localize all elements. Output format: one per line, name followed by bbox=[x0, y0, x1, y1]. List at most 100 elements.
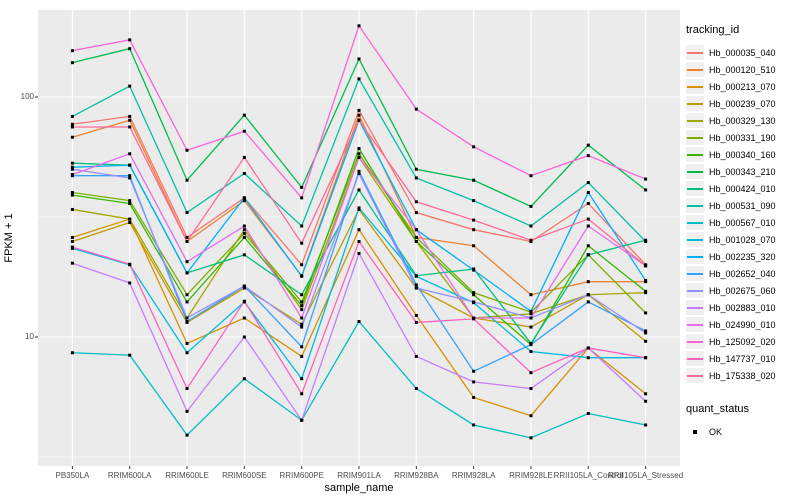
data-point bbox=[300, 293, 304, 297]
data-point bbox=[70, 193, 74, 197]
data-point bbox=[414, 274, 418, 278]
legend-key-icon bbox=[686, 351, 704, 366]
legend-line-icon bbox=[687, 289, 703, 292]
data-point bbox=[644, 264, 648, 268]
data-point bbox=[644, 289, 648, 293]
data-point bbox=[472, 300, 476, 304]
legend-item-label: Hb_000035_040 bbox=[709, 47, 776, 58]
data-point bbox=[472, 218, 476, 222]
legend-line-icon bbox=[687, 306, 703, 309]
legend-key-icon bbox=[686, 266, 704, 281]
legend-item-label: Hb_000331_190 bbox=[709, 132, 776, 143]
data-point bbox=[357, 113, 361, 117]
data-point bbox=[586, 143, 590, 147]
x-tick-label: RRIM600LA bbox=[107, 471, 152, 480]
legend-items: OK bbox=[686, 423, 749, 440]
data-point bbox=[242, 316, 246, 320]
data-point bbox=[70, 161, 74, 165]
data-point bbox=[128, 174, 132, 178]
legend-key-icon bbox=[686, 130, 704, 145]
data-point bbox=[529, 224, 533, 228]
legend-item: Hb_125092_020 bbox=[686, 333, 776, 350]
legend-line-icon bbox=[687, 221, 703, 224]
legend-item-label: OK bbox=[709, 426, 723, 437]
data-point bbox=[529, 371, 533, 375]
data-point bbox=[586, 280, 590, 284]
data-point bbox=[70, 61, 74, 65]
legend-line-icon bbox=[687, 170, 703, 173]
data-point bbox=[242, 253, 246, 257]
data-point bbox=[300, 322, 304, 326]
legend-item-label: Hb_000213_070 bbox=[709, 81, 776, 92]
chart-canvas bbox=[35, 10, 680, 469]
legend-key-icon bbox=[686, 96, 704, 111]
legend-item-label: Hb_002675_060 bbox=[709, 285, 776, 296]
legend-item-label: Hb_001028_070 bbox=[709, 234, 776, 245]
data-point bbox=[644, 329, 648, 333]
data-point bbox=[472, 293, 476, 297]
data-point bbox=[357, 172, 361, 176]
data-point bbox=[242, 129, 246, 133]
legend-item-label: Hb_000567_010 bbox=[709, 217, 776, 228]
data-point bbox=[529, 350, 533, 354]
data-point bbox=[357, 152, 361, 156]
legend-key-icon bbox=[686, 181, 704, 196]
legend-key-icon bbox=[686, 424, 704, 439]
data-point bbox=[300, 354, 304, 358]
data-point bbox=[185, 293, 189, 297]
data-point bbox=[357, 320, 361, 324]
legend-item-label: Hb_000424_010 bbox=[709, 183, 776, 194]
legend-item-label: Hb_000329_130 bbox=[709, 115, 776, 126]
data-point bbox=[185, 178, 189, 182]
legend-key-icon bbox=[686, 45, 704, 60]
data-point bbox=[414, 313, 418, 317]
legend-key-icon bbox=[686, 79, 704, 94]
data-point bbox=[70, 135, 74, 139]
data-point bbox=[300, 345, 304, 349]
legend-key-icon bbox=[686, 147, 704, 162]
data-point bbox=[586, 244, 590, 248]
legend-item: Hb_000343_210 bbox=[686, 163, 776, 180]
data-point bbox=[644, 188, 648, 192]
data-point bbox=[185, 341, 189, 345]
data-point bbox=[586, 201, 590, 205]
data-point bbox=[472, 423, 476, 427]
data-point bbox=[357, 188, 361, 192]
data-point bbox=[300, 308, 304, 312]
legend-line-icon bbox=[687, 187, 703, 190]
data-point bbox=[586, 412, 590, 416]
legend-key-icon bbox=[686, 249, 704, 264]
y-tick-label: 100 bbox=[20, 92, 34, 101]
legend-line-icon bbox=[687, 68, 703, 71]
data-point bbox=[644, 339, 648, 343]
data-point bbox=[128, 281, 132, 285]
data-point bbox=[300, 274, 304, 278]
data-point bbox=[644, 399, 648, 403]
x-tick-label: RRII105LA_Stressed bbox=[608, 471, 684, 480]
legend-title: quant_status bbox=[686, 403, 749, 415]
legend-item: Hb_175338_020 bbox=[686, 367, 776, 384]
x-tick-label: RRIM600LE bbox=[165, 471, 209, 480]
legend-item-label: Hb_147737_010 bbox=[709, 353, 776, 364]
data-point bbox=[242, 299, 246, 303]
legend-item: Hb_000424_010 bbox=[686, 180, 776, 197]
data-point bbox=[300, 316, 304, 320]
data-point bbox=[70, 125, 74, 129]
data-point bbox=[414, 228, 418, 232]
legend-line-icon bbox=[687, 51, 703, 54]
data-point bbox=[300, 304, 304, 308]
data-point bbox=[586, 191, 590, 195]
data-point bbox=[242, 224, 246, 228]
data-point bbox=[128, 47, 132, 51]
data-point bbox=[472, 145, 476, 149]
data-point bbox=[529, 325, 533, 329]
data-point bbox=[414, 235, 418, 239]
legend-item-label: Hb_000343_210 bbox=[709, 166, 776, 177]
legend-item: Hb_000239_070 bbox=[686, 95, 776, 112]
legend-item-label: Hb_125092_020 bbox=[709, 336, 776, 347]
data-point bbox=[414, 167, 418, 171]
legend-line-icon bbox=[687, 272, 703, 275]
data-point bbox=[414, 176, 418, 180]
legend-item-label: Hb_000239_070 bbox=[709, 98, 776, 109]
data-point bbox=[185, 148, 189, 152]
